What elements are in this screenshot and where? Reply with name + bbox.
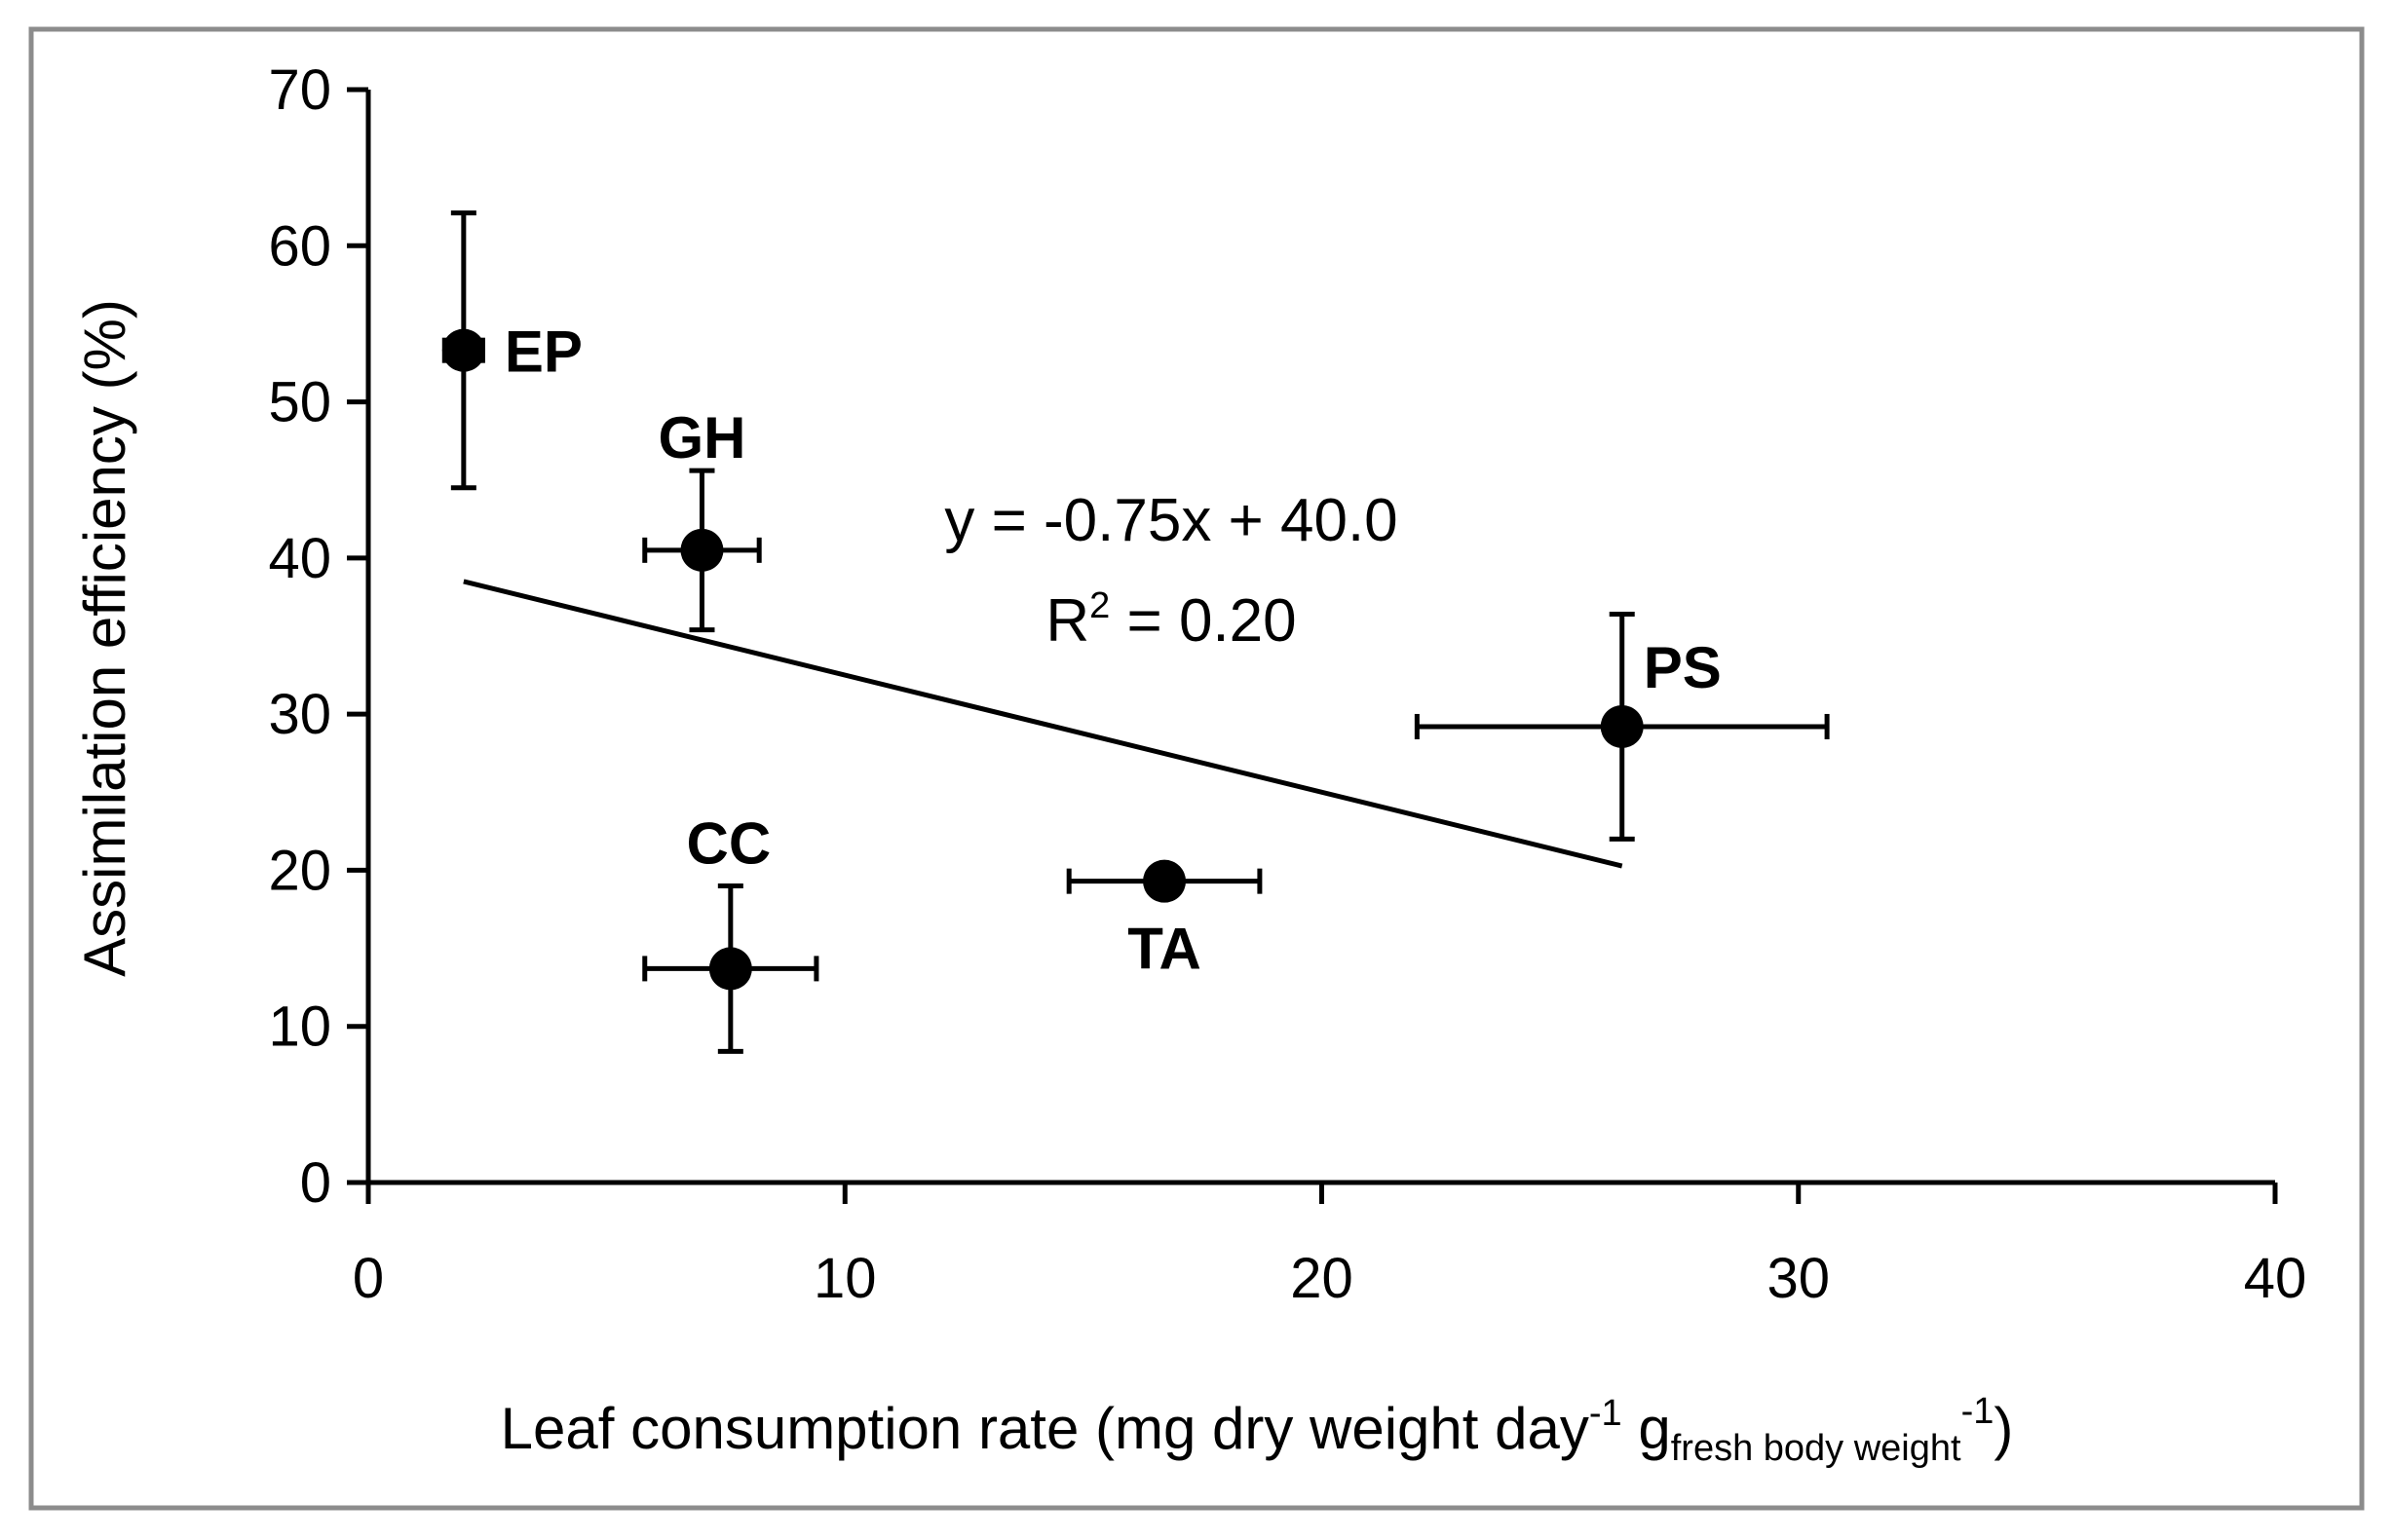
trendline-equation: y = -0.75x + 40.0 — [944, 487, 1397, 554]
point-ps-label: PS — [1644, 635, 1722, 700]
point-ta-label: TA — [1127, 917, 1201, 982]
point-cc-label: CC — [686, 810, 771, 876]
y-axis-ticks: 0 10 20 30 40 50 60 70 — [268, 58, 368, 1215]
r-squared-prefix: R — [1045, 587, 1089, 655]
y-tick-label: 0 — [300, 1151, 331, 1215]
point-cc-marker — [708, 947, 752, 991]
r-squared-value: = 0.20 — [1110, 587, 1296, 655]
y-tick-label: 50 — [268, 371, 331, 434]
point-gh-marker — [680, 528, 724, 572]
x-tick-label: 10 — [814, 1247, 877, 1310]
x-axis-title-sup1: -1 — [1589, 1393, 1622, 1434]
x-axis-title: Leaf consumption rate (mg dry weight day… — [501, 1391, 2014, 1469]
y-axis-title: Assimilation efficiency (%) — [72, 299, 137, 977]
point-ps-marker — [1600, 704, 1644, 748]
point-ta-marker — [1143, 859, 1187, 903]
y-tick-label: 10 — [268, 995, 331, 1059]
y-tick-label: 70 — [268, 58, 331, 122]
trendline — [463, 579, 1623, 869]
r-squared-label: R2 = 0.20 — [1045, 585, 1296, 655]
y-tick-label: 30 — [268, 683, 331, 746]
r-squared-sup: 2 — [1089, 585, 1110, 626]
x-axis-title-main: Leaf consumption rate (mg dry weight day — [501, 1396, 1589, 1461]
x-tick-label: 40 — [2244, 1247, 2307, 1310]
point-labels: EP GH CC TA PS — [505, 319, 1722, 982]
trendline-group — [463, 579, 1623, 869]
x-tick-label: 0 — [353, 1247, 384, 1310]
point-ep-marker — [441, 328, 485, 372]
data-points — [441, 328, 1644, 991]
x-axis-title-g: g — [1622, 1396, 1671, 1461]
x-axis-title-sub: fresh body weight — [1671, 1428, 1961, 1469]
x-axis-title-sup2: -1 — [1961, 1391, 1994, 1432]
x-axis-ticks: 0 10 20 30 40 — [353, 1183, 2306, 1310]
chart-border — [28, 26, 2365, 1511]
y-tick-label: 60 — [268, 214, 331, 278]
x-tick-label: 20 — [1290, 1247, 1353, 1310]
x-axis-title-close: ) — [1994, 1396, 2013, 1461]
y-tick-label: 20 — [268, 839, 331, 902]
point-gh-label: GH — [658, 405, 745, 470]
y-tick-label: 40 — [268, 527, 331, 590]
point-ep-label: EP — [505, 319, 583, 385]
x-tick-label: 30 — [1766, 1247, 1830, 1310]
